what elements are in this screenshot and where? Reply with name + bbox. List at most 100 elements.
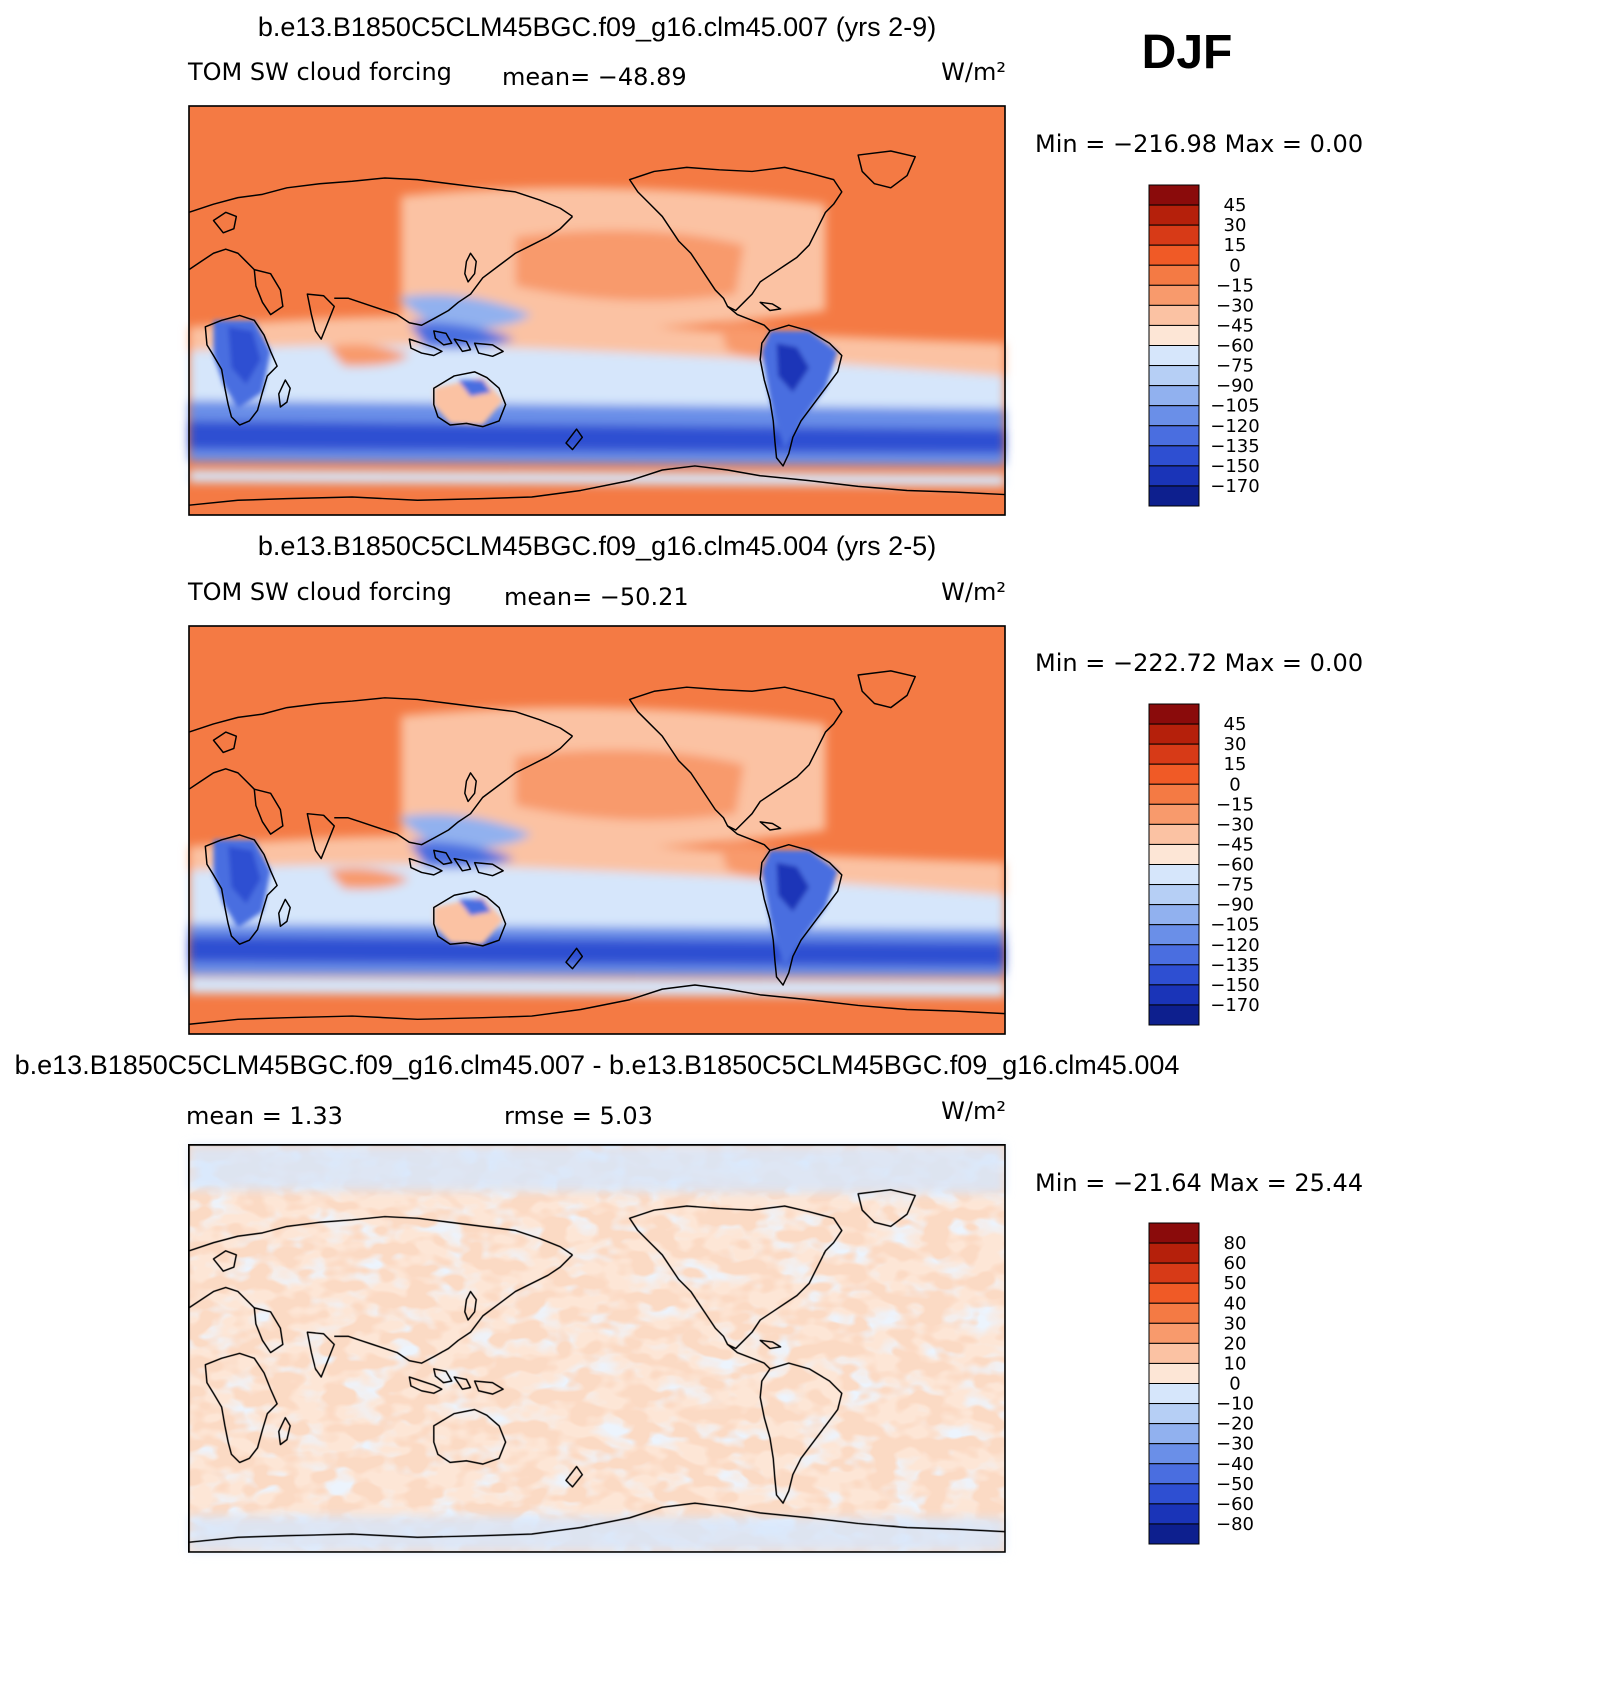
colorbar-label: −135 xyxy=(1210,955,1259,976)
panel-2-units: W/m² xyxy=(941,578,1006,606)
colorbar-label: −60 xyxy=(1216,855,1254,876)
colorbar-label: −10 xyxy=(1216,1394,1254,1415)
panel-1-title: b.e13.B1850C5CLM45BGC.f09_g16.clm45.007 … xyxy=(258,12,936,42)
panel-3-minmax: Min = −21.64 Max = 25.44 xyxy=(1035,1169,1363,1197)
colorbar-swatch xyxy=(1148,964,1200,986)
colorbar-swatch xyxy=(1148,385,1200,407)
colorbar-label: −120 xyxy=(1210,935,1259,956)
colorbar-label: 0 xyxy=(1229,774,1240,795)
colorbar-swatch xyxy=(1148,284,1200,306)
colorbar-label: 45 xyxy=(1224,714,1247,735)
colorbar-label: −170 xyxy=(1210,995,1259,1016)
colorbar-label: −15 xyxy=(1216,275,1254,296)
colorbar-swatch xyxy=(1148,703,1200,725)
panel-1-map xyxy=(188,105,1006,516)
colorbar-label: −30 xyxy=(1216,814,1254,835)
colorbar-label: −20 xyxy=(1216,1414,1254,1435)
panel-2-map xyxy=(188,625,1006,1035)
colorbar-swatch xyxy=(1148,1383,1200,1405)
colorbar-label: −80 xyxy=(1216,1514,1254,1535)
panel-3: b.e13.B1850C5CLM45BGC.f09_g16.clm45.007 … xyxy=(15,1050,1363,1553)
colorbar-label: −150 xyxy=(1210,975,1259,996)
colorbar-swatch xyxy=(1148,1423,1200,1445)
panel-1-minmax: Min = −216.98 Max = 0.00 xyxy=(1035,130,1363,158)
colorbar-swatch xyxy=(1148,445,1200,467)
colorbar-label: 45 xyxy=(1224,195,1247,216)
colorbar-label: 30 xyxy=(1224,215,1247,236)
colorbar-label: −135 xyxy=(1210,436,1259,457)
colorbar-swatch xyxy=(1148,924,1200,946)
panel-3-stat2: rmse = 5.03 xyxy=(504,1102,653,1130)
colorbar-label: −75 xyxy=(1216,356,1254,377)
colorbar-swatch xyxy=(1148,1403,1200,1425)
colorbar-swatch xyxy=(1148,944,1200,966)
panel-2-colorbar: 4530150−15−30−45−60−75−90−105−120−135−15… xyxy=(1148,703,1260,1026)
colorbar-swatch xyxy=(1148,1282,1200,1304)
colorbar-swatch xyxy=(1148,763,1200,785)
colorbar-swatch xyxy=(1148,1463,1200,1485)
colorbar-label: 20 xyxy=(1224,1333,1247,1354)
colorbar-swatch xyxy=(1148,884,1200,906)
colorbar-label: −105 xyxy=(1210,396,1259,417)
colorbar-label: −150 xyxy=(1210,456,1259,477)
colorbar-label: 40 xyxy=(1224,1293,1247,1314)
colorbar-swatch xyxy=(1148,1483,1200,1505)
panel-3-title: b.e13.B1850C5CLM45BGC.f09_g16.clm45.007 … xyxy=(15,1050,1180,1080)
colorbar-swatch xyxy=(1148,244,1200,266)
colorbar-swatch xyxy=(1148,264,1200,286)
panel-2-minmax: Min = −222.72 Max = 0.00 xyxy=(1035,649,1363,677)
panel-1-variable: TOM SW cloud forcing xyxy=(187,58,452,86)
colorbar-label: 30 xyxy=(1224,1313,1247,1334)
colorbar-swatch xyxy=(1148,904,1200,926)
colorbar-label: 10 xyxy=(1224,1353,1247,1374)
colorbar-label: 15 xyxy=(1224,235,1247,256)
panel-3-map xyxy=(188,1144,1006,1553)
colorbar-swatch xyxy=(1148,1302,1200,1324)
colorbar-swatch xyxy=(1148,425,1200,447)
colorbar-swatch xyxy=(1148,1503,1200,1525)
colorbar-swatch xyxy=(1148,184,1200,206)
colorbar-label: 80 xyxy=(1224,1233,1247,1254)
colorbar-swatch xyxy=(1148,365,1200,387)
colorbar-swatch xyxy=(1148,1222,1200,1244)
colorbar-label: −15 xyxy=(1216,794,1254,815)
panel-2: b.e13.B1850C5CLM45BGC.f09_g16.clm45.004 … xyxy=(187,531,1363,1035)
colorbar-swatch xyxy=(1148,1523,1200,1545)
colorbar-swatch xyxy=(1148,803,1200,825)
panel-3-stat1: mean = 1.33 xyxy=(186,1102,343,1130)
colorbar-label: 30 xyxy=(1224,734,1247,755)
colorbar-swatch xyxy=(1148,1342,1200,1364)
colorbar-swatch xyxy=(1148,864,1200,886)
colorbar-swatch xyxy=(1148,723,1200,745)
colorbar-label: −90 xyxy=(1216,376,1254,397)
panel-2-title: b.e13.B1850C5CLM45BGC.f09_g16.clm45.004 … xyxy=(258,531,936,561)
colorbar-label: −40 xyxy=(1216,1454,1254,1475)
colorbar-swatch xyxy=(1148,405,1200,427)
panel-1-colorbar: 4530150−15−30−45−60−75−90−105−120−135−15… xyxy=(1148,184,1260,507)
colorbar-label: 60 xyxy=(1224,1253,1247,1274)
colorbar-label: 15 xyxy=(1224,754,1247,775)
panel-2-stat1: mean= −50.21 xyxy=(504,583,689,611)
colorbar-swatch xyxy=(1148,345,1200,367)
colorbar-swatch xyxy=(1148,485,1200,507)
colorbar-label: 50 xyxy=(1224,1273,1247,1294)
colorbar-label: −75 xyxy=(1216,875,1254,896)
colorbar-swatch xyxy=(1148,224,1200,246)
colorbar-swatch xyxy=(1148,783,1200,805)
colorbar-label: −60 xyxy=(1216,1494,1254,1515)
colorbar-label: −170 xyxy=(1210,476,1259,497)
colorbar-swatch xyxy=(1148,1443,1200,1465)
colorbar-swatch xyxy=(1148,1242,1200,1264)
colorbar-label: 0 xyxy=(1229,255,1240,276)
colorbar-swatch xyxy=(1148,984,1200,1006)
panel-1: b.e13.B1850C5CLM45BGC.f09_g16.clm45.007 … xyxy=(187,12,1363,516)
panel-3-units: W/m² xyxy=(941,1097,1006,1125)
colorbar-swatch xyxy=(1148,465,1200,487)
colorbar-label: −90 xyxy=(1216,895,1254,916)
colorbar-swatch xyxy=(1148,1004,1200,1026)
season-label: DJF xyxy=(1142,26,1233,79)
colorbar-swatch xyxy=(1148,1262,1200,1284)
colorbar-swatch xyxy=(1148,1322,1200,1344)
